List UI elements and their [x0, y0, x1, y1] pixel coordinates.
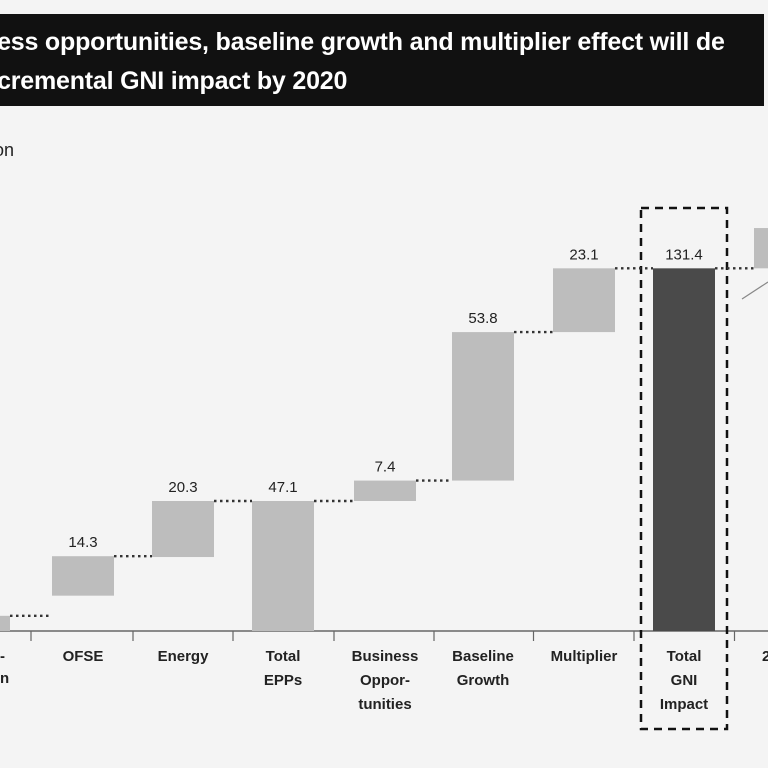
- data-label: 14.3: [68, 534, 97, 551]
- x-tick-label: Total GNI Impact: [660, 648, 708, 713]
- data-label: 7.4: [375, 459, 396, 476]
- bar-ofse: [52, 556, 114, 596]
- x-tick-label: Baseline Growth: [452, 648, 514, 689]
- axis-break-mark: [741, 281, 768, 300]
- edge-label-right: 2: [762, 648, 768, 665]
- edge-label-left: n: [0, 670, 9, 687]
- bar-business-oppor-tunities: [354, 480, 416, 502]
- bar-total-gni-impact: [653, 268, 715, 631]
- data-label: 23.1: [569, 246, 598, 263]
- x-tick-label: OFSE: [63, 648, 104, 665]
- x-tick-label: Multiplier: [551, 648, 618, 665]
- bar-energy: [152, 501, 214, 558]
- highlight-box: [639, 206, 729, 731]
- edge-label-left: -: [0, 648, 5, 665]
- data-label: 131.4: [665, 246, 703, 263]
- bar-baseline-growth: [452, 332, 514, 481]
- axis-break-mark: [740, 277, 768, 298]
- bar-total-epps: [252, 501, 314, 631]
- bar-multiplier: [553, 268, 615, 333]
- unit-label: on: [0, 140, 15, 160]
- data-label: 47.1: [268, 479, 297, 496]
- bar-partial-8: [754, 228, 768, 269]
- x-tick-label: Total EPPs: [264, 648, 302, 689]
- data-label: 53.8: [468, 310, 497, 327]
- x-tick-label: Business Oppor-tunities: [352, 648, 419, 713]
- chart-title-banner: ness opportunities, baseline growth and …: [0, 14, 764, 106]
- chart-title-line-1: ness opportunities, baseline growth and …: [0, 28, 725, 56]
- bar-partial-0: [0, 615, 10, 631]
- chart-title-line-2: ncremental GNI impact by 2020: [0, 67, 348, 95]
- data-label: 20.3: [168, 479, 197, 496]
- x-tick-label: Energy: [158, 648, 210, 665]
